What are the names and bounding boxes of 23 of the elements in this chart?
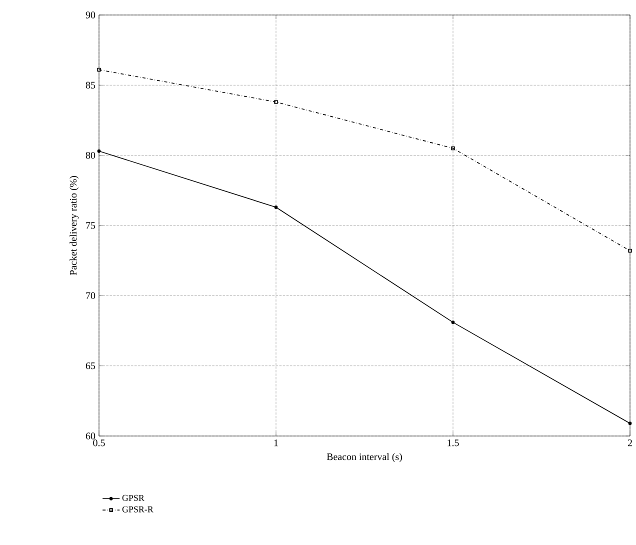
point <box>628 248 632 253</box>
y-axis-title: Packet delivery ratio (%) <box>70 176 79 276</box>
legend-label: GPSR <box>122 494 144 501</box>
y-tick-label: 75 <box>86 222 96 229</box>
y-tick-label: 85 <box>86 82 96 89</box>
y-tick-label: 70 <box>86 292 96 300</box>
point <box>274 100 278 104</box>
y-tick-label: 65 <box>86 362 96 370</box>
x-tick-label: 2 <box>628 440 632 446</box>
x-tick-label: 1.5 <box>448 440 459 446</box>
y-tick-label: 80 <box>86 152 96 159</box>
x-tick-label: 1 <box>274 440 278 446</box>
point <box>274 206 278 209</box>
y-tick-label: 60 <box>86 432 96 440</box>
point <box>97 68 101 72</box>
x-axis-title: Beacon interval (s) <box>326 453 402 462</box>
point <box>451 320 455 324</box>
y-tick-label: 90 <box>86 12 96 18</box>
legend-label: GPSR-R <box>122 506 154 512</box>
point <box>97 149 101 153</box>
point <box>628 422 632 426</box>
point <box>451 146 455 150</box>
x-tick-label: 0.5 <box>93 440 105 446</box>
